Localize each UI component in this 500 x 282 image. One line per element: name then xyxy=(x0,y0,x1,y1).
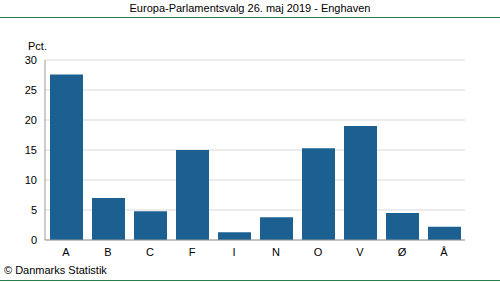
svg-text:N: N xyxy=(272,246,280,258)
svg-text:10: 10 xyxy=(25,174,37,186)
svg-text:30: 30 xyxy=(25,54,37,66)
svg-text:15: 15 xyxy=(25,144,37,156)
svg-text:B: B xyxy=(104,246,111,258)
svg-text:20: 20 xyxy=(25,114,37,126)
svg-text:F: F xyxy=(189,246,196,258)
svg-text:O: O xyxy=(314,246,323,258)
html-text:Europa-Parlamentsvalg 26. maj: Europa-Parlamentsvalg 26. maj 2019 - Eng… xyxy=(129,2,371,14)
svg-text:A: A xyxy=(62,246,70,258)
html-text:Pct.: Pct. xyxy=(28,40,47,52)
svg-text:C: C xyxy=(146,246,154,258)
svg-text:V: V xyxy=(356,246,364,258)
svg-text:Å: Å xyxy=(440,246,448,258)
svg-text:25: 25 xyxy=(25,84,37,96)
svg-text:0: 0 xyxy=(31,234,37,246)
html-text:© Danmarks Statistik: © Danmarks Statistik xyxy=(4,264,107,276)
svg-text:5: 5 xyxy=(31,204,37,216)
svg-text:Ø: Ø xyxy=(398,246,407,258)
svg-text:I: I xyxy=(232,246,235,258)
